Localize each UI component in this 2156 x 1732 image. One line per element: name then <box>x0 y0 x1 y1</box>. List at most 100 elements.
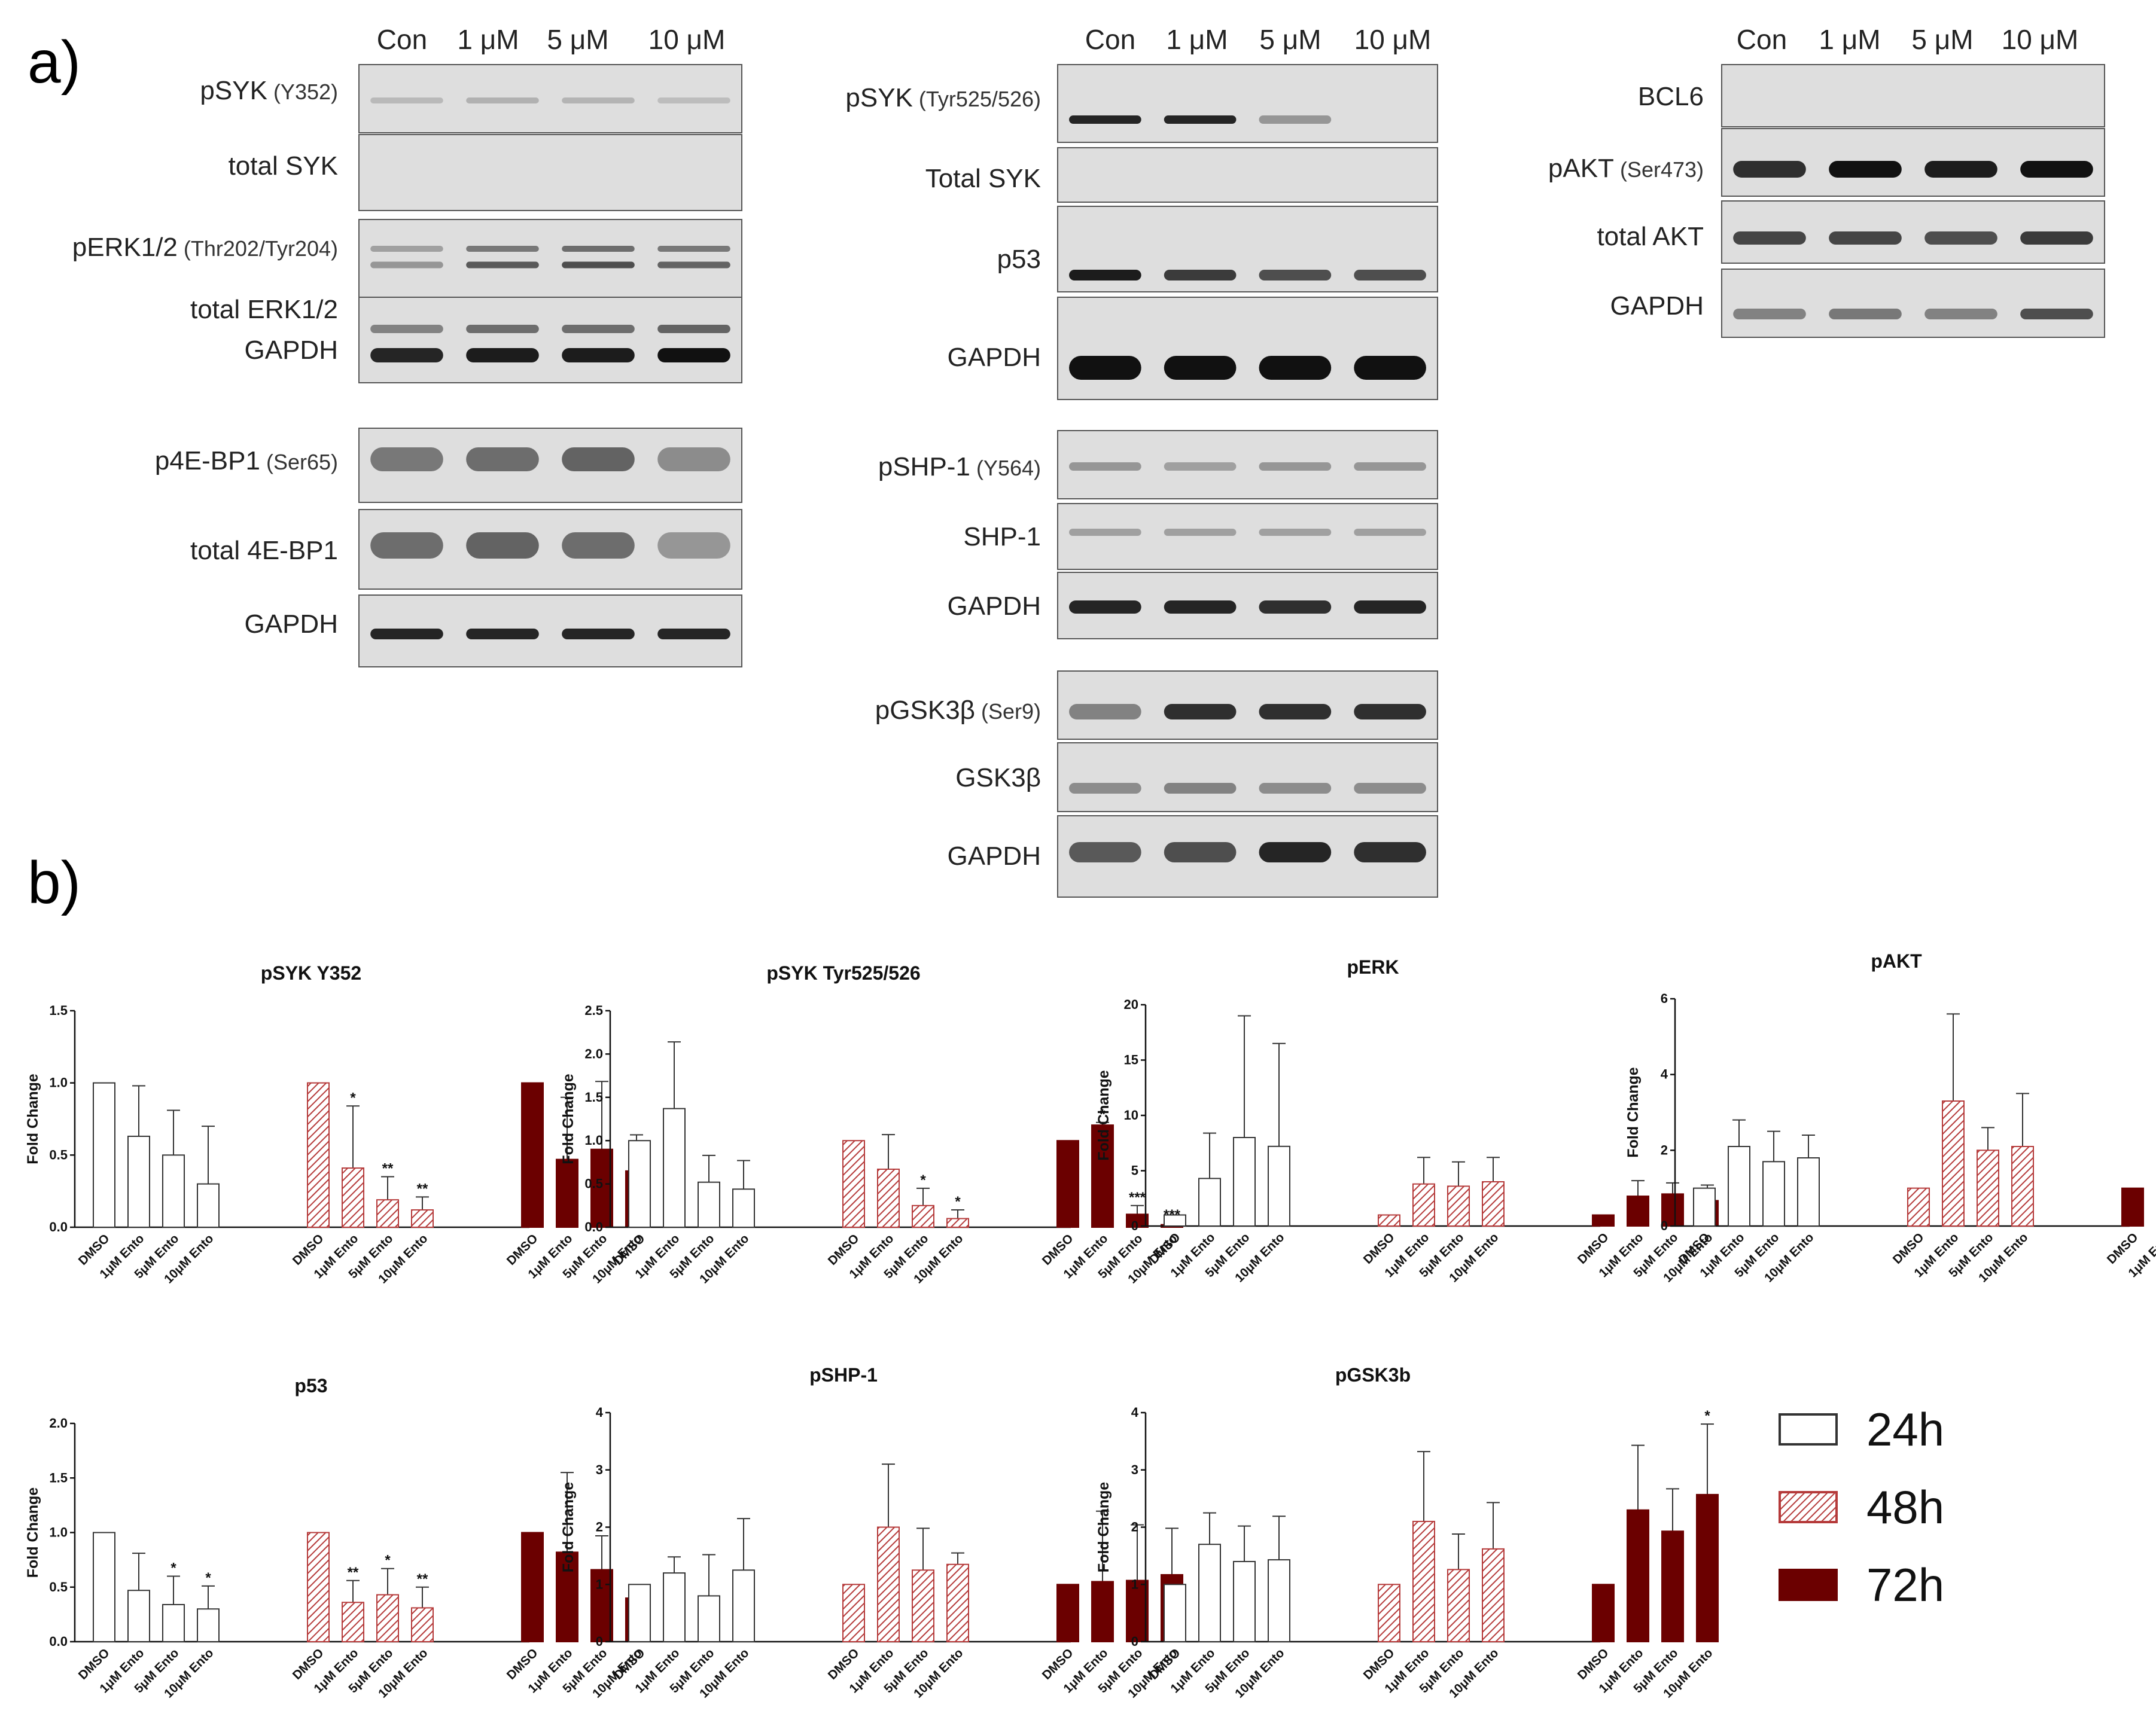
chart-title: pGSK3b <box>1335 1364 1411 1386</box>
blot-band <box>370 348 443 362</box>
bar <box>2011 1146 2034 1227</box>
bar <box>698 1595 720 1642</box>
blot-band <box>1829 309 1902 319</box>
bar <box>628 1140 651 1228</box>
bar <box>376 1594 399 1642</box>
blot-membrane <box>1057 297 1438 400</box>
bar <box>1661 1193 1684 1227</box>
bar <box>1482 1548 1505 1643</box>
blot-band <box>1164 783 1237 794</box>
bar <box>877 1168 900 1228</box>
blot-band <box>1164 115 1237 124</box>
bar <box>197 1608 220 1642</box>
blot-band <box>1069 462 1141 471</box>
blot-row-label: total ERK1/2 <box>190 295 338 324</box>
significance-label: ** <box>382 1161 394 1177</box>
blot-membrane <box>358 297 742 383</box>
lane-label: 1 μM <box>1166 24 1228 55</box>
y-tick-label: 20 <box>1124 997 1138 1012</box>
y-tick-label: 10 <box>1124 1108 1138 1123</box>
lane-label: 5 μM <box>1911 24 1973 55</box>
blot-band <box>562 325 635 333</box>
significance-label: * <box>920 1172 926 1188</box>
blot-band <box>1069 356 1141 380</box>
blot-band <box>657 447 730 471</box>
bar <box>162 1603 185 1642</box>
blot-membrane <box>1057 64 1438 143</box>
blot-band <box>370 246 443 252</box>
bar <box>1907 1187 1930 1227</box>
bar <box>1977 1149 1999 1227</box>
y-tick-label: 1 <box>1131 1577 1138 1591</box>
significance-label: *** <box>1129 1190 1146 1206</box>
blot-band <box>1259 842 1332 862</box>
y-tick-label: 0.0 <box>49 1634 68 1649</box>
blot-band <box>562 246 635 252</box>
blot-band <box>1354 783 1426 794</box>
blot-band <box>466 532 539 559</box>
bar <box>1378 1214 1400 1227</box>
blot-band <box>466 325 539 333</box>
y-tick-label: 1.5 <box>584 1090 603 1105</box>
blot-band <box>466 97 539 103</box>
significance-label: * <box>955 1194 961 1210</box>
y-axis-label: Fold Change <box>560 1074 577 1164</box>
y-tick-label: 0 <box>1131 1218 1138 1233</box>
blot-row-label: BCL6 <box>1638 82 1704 111</box>
bar <box>1942 1100 1965 1227</box>
bar <box>1164 1584 1186 1642</box>
y-tick-label: 0 <box>1661 1218 1668 1233</box>
blot-band <box>1924 309 1997 319</box>
bar <box>342 1602 364 1643</box>
bar <box>1592 1584 1615 1642</box>
blot-band <box>466 629 539 639</box>
significance-label: * <box>1100 1106 1106 1123</box>
bar <box>663 1572 686 1643</box>
bar <box>1268 1145 1290 1227</box>
bar <box>411 1607 434 1643</box>
blot-row-label: GSK3β <box>955 763 1041 792</box>
bar <box>521 1082 544 1228</box>
significance-label: ** <box>417 1181 428 1197</box>
y-tick-label: 2.5 <box>584 1003 603 1018</box>
bar <box>1233 1560 1256 1642</box>
bar <box>556 1551 578 1643</box>
bar <box>590 1569 613 1643</box>
bar <box>127 1590 150 1643</box>
bar <box>1728 1146 1750 1227</box>
blot-band <box>1259 704 1332 719</box>
blot-membrane <box>358 134 742 211</box>
blot-row-label: total AKT <box>1597 222 1704 251</box>
lane-label: 10 μM <box>1354 24 1432 55</box>
blot-row-label: pSYK (Tyr525/526) <box>845 83 1041 112</box>
blot-band <box>1164 600 1237 614</box>
bar <box>842 1140 865 1228</box>
chart-title: pERK <box>1347 956 1399 978</box>
blot-membrane <box>1057 430 1438 499</box>
y-tick-label: 0.0 <box>49 1219 68 1234</box>
bar <box>1627 1509 1649 1642</box>
y-tick-label: 4 <box>1131 1405 1139 1420</box>
blot-band <box>1164 704 1237 719</box>
lane-label: Con <box>377 24 427 55</box>
bar <box>1091 1581 1114 1642</box>
significance-label: * <box>1704 1408 1710 1424</box>
y-tick-label: 0.0 <box>584 1219 603 1234</box>
blot-row-label: total 4E-BP1 <box>190 536 338 565</box>
blot-band <box>1164 270 1237 280</box>
blot-membrane <box>1057 742 1438 812</box>
bar <box>1482 1181 1505 1227</box>
bar <box>1412 1520 1435 1643</box>
y-tick-label: 0 <box>596 1634 603 1649</box>
bar <box>590 1148 613 1228</box>
y-tick-label: 2 <box>1661 1142 1668 1157</box>
bar <box>698 1181 720 1228</box>
blot-row-label: GAPDH <box>1610 291 1704 321</box>
blot-band <box>370 325 443 333</box>
blot-band <box>1259 600 1332 614</box>
